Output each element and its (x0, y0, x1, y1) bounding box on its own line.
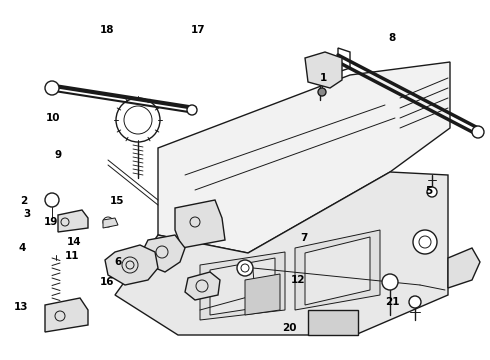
Polygon shape (142, 235, 185, 272)
Circle shape (237, 260, 253, 276)
Polygon shape (295, 230, 380, 310)
Circle shape (409, 296, 421, 308)
Text: 17: 17 (191, 24, 206, 35)
Circle shape (382, 274, 398, 290)
Polygon shape (58, 210, 88, 232)
Circle shape (472, 126, 484, 138)
Text: 20: 20 (282, 323, 296, 333)
Text: 13: 13 (13, 302, 28, 312)
Polygon shape (308, 310, 358, 335)
Text: 14: 14 (67, 237, 82, 247)
Text: 6: 6 (114, 257, 121, 267)
Circle shape (318, 88, 326, 96)
Polygon shape (200, 252, 285, 320)
Polygon shape (448, 248, 480, 288)
Text: 19: 19 (44, 217, 59, 228)
Circle shape (45, 193, 59, 207)
Text: 21: 21 (385, 297, 399, 307)
Polygon shape (185, 272, 220, 300)
Text: 1: 1 (320, 73, 327, 84)
Polygon shape (175, 200, 225, 248)
Circle shape (45, 81, 59, 95)
Polygon shape (210, 258, 275, 315)
Text: 18: 18 (99, 24, 114, 35)
Text: 9: 9 (54, 150, 61, 160)
Text: 11: 11 (65, 251, 80, 261)
Text: 3: 3 (24, 209, 30, 219)
Text: 16: 16 (99, 276, 114, 287)
Text: 15: 15 (109, 196, 124, 206)
Text: 10: 10 (46, 113, 60, 123)
Polygon shape (305, 52, 342, 88)
Text: 8: 8 (389, 33, 395, 43)
Polygon shape (45, 298, 88, 332)
Text: 4: 4 (18, 243, 26, 253)
Polygon shape (245, 274, 280, 315)
Polygon shape (115, 172, 448, 335)
Polygon shape (103, 218, 118, 228)
Polygon shape (158, 62, 450, 253)
Text: 12: 12 (291, 275, 305, 285)
Text: 5: 5 (425, 186, 432, 196)
Text: 7: 7 (300, 233, 308, 243)
Circle shape (427, 187, 437, 197)
Text: 2: 2 (20, 196, 27, 206)
Circle shape (413, 230, 437, 254)
Polygon shape (305, 237, 370, 305)
Polygon shape (105, 245, 158, 285)
Circle shape (187, 105, 197, 115)
